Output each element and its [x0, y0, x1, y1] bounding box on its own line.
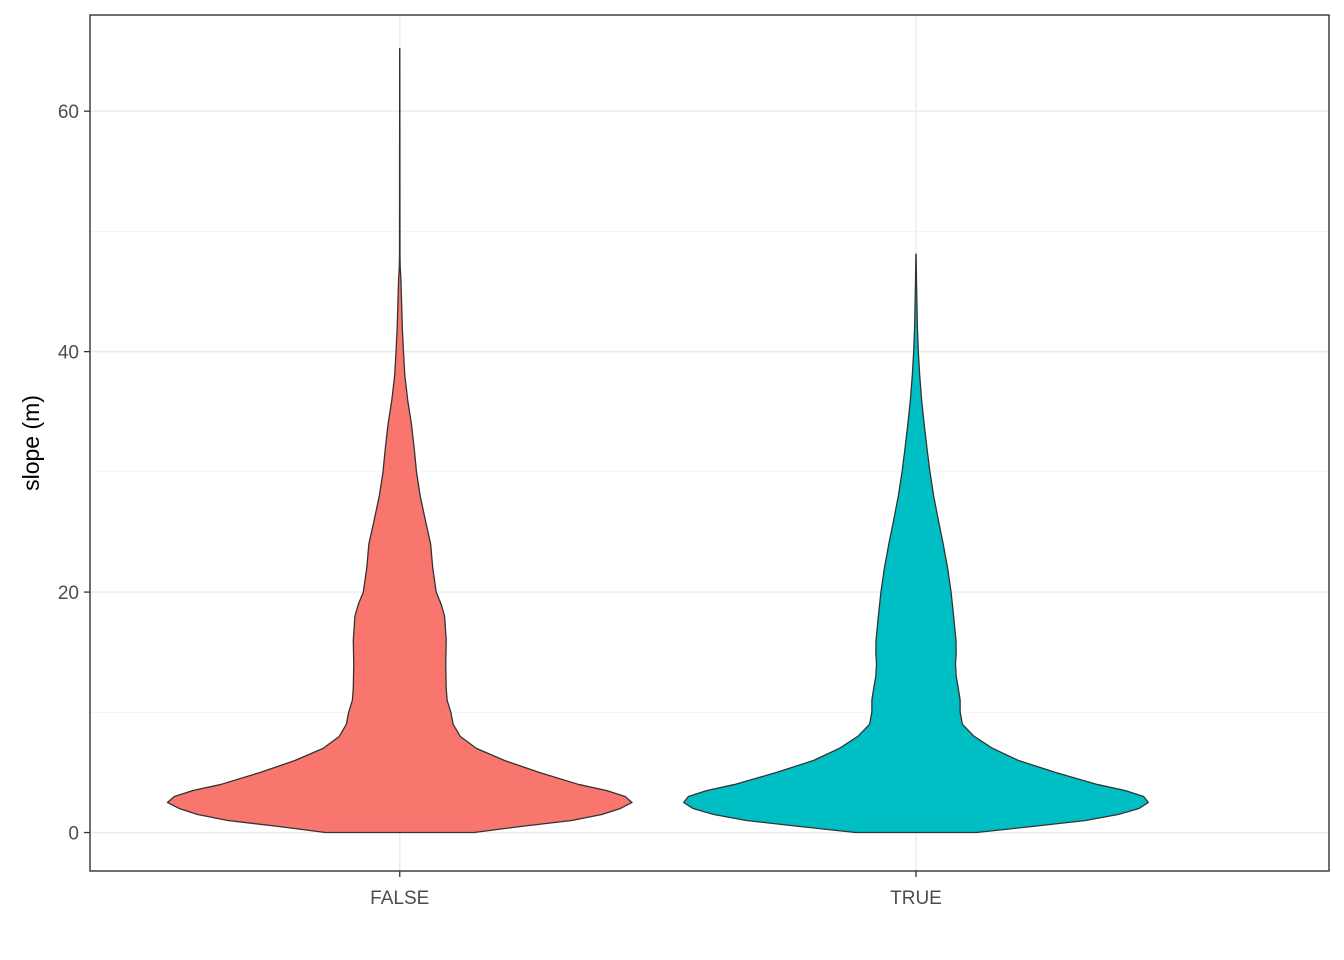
- x-axis: FALSE TRUE: [370, 871, 942, 909]
- violins: [166, 48, 1149, 834]
- y-tick-label: 20: [58, 583, 79, 604]
- x-tick-label-true: TRUE: [890, 888, 942, 909]
- x-tick-label-false: FALSE: [370, 888, 429, 909]
- violin-true: [683, 253, 1149, 834]
- y-axis-title: slope (m): [18, 395, 44, 491]
- violin-false: [166, 48, 633, 834]
- panel-border: [89, 14, 1330, 872]
- plot-panel: [90, 15, 1329, 871]
- y-tick-label: 60: [58, 102, 79, 123]
- y-axis: 0 20 40 60: [58, 102, 90, 845]
- y-tick-label: 0: [68, 824, 79, 845]
- y-tick-label: 40: [58, 343, 79, 364]
